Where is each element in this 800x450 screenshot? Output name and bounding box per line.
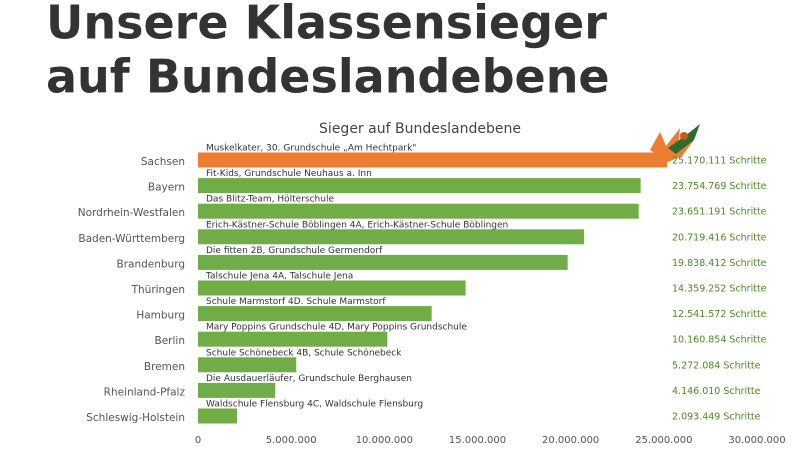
value-label: 25.170.111 Schritte bbox=[672, 156, 767, 167]
value-label: 23.754.769 Schritte bbox=[672, 181, 767, 192]
bar bbox=[198, 203, 639, 219]
category-label: Brandenburg bbox=[116, 258, 185, 270]
value-label: 23.651.191 Schritte bbox=[672, 207, 767, 218]
x-tick-label: 15.000.000 bbox=[449, 435, 506, 446]
category-label: Hamburg bbox=[136, 310, 185, 322]
bar bbox=[198, 229, 585, 245]
x-tick-label: 0 bbox=[195, 435, 201, 446]
value-label: 2.093.449 Schritte bbox=[672, 412, 761, 423]
x-tick-label: 10.000.000 bbox=[356, 435, 413, 446]
category-label: Bayern bbox=[148, 182, 185, 194]
chart-title: Sieger auf Bundeslandebene bbox=[319, 121, 521, 137]
value-label: 5.272.084 Schritte bbox=[672, 360, 761, 371]
category-label: Sachsen bbox=[141, 156, 185, 168]
category-label: Thüringen bbox=[131, 284, 185, 296]
bar bbox=[198, 280, 466, 296]
bar-annotation: Schule Schönebeck 4B, Schule Schönebeck bbox=[206, 348, 402, 358]
bar bbox=[198, 254, 568, 270]
bar bbox=[198, 331, 388, 347]
category-label: Schleswig-Holstein bbox=[86, 412, 185, 424]
bar bbox=[198, 152, 668, 168]
bar-annotation: Waldschule Flensburg 4C, Waldschule Flen… bbox=[206, 400, 423, 410]
x-tick-label: 20.000.000 bbox=[542, 435, 599, 446]
value-label: 12.541.572 Schritte bbox=[672, 309, 767, 320]
category-label: Berlin bbox=[155, 335, 185, 347]
x-tick-label: 30.000.000 bbox=[728, 435, 785, 446]
value-label: 4.146.010 Schritte bbox=[672, 386, 761, 397]
value-label: 19.838.412 Schritte bbox=[672, 258, 767, 269]
category-label: Bremen bbox=[144, 361, 185, 373]
x-tick-label: 5.000.000 bbox=[266, 435, 317, 446]
category-label: Nordrhein-Westfalen bbox=[78, 207, 185, 219]
bar bbox=[198, 357, 297, 373]
bar bbox=[198, 408, 238, 424]
value-label: 10.160.854 Schritte bbox=[672, 335, 767, 346]
category-label: Baden-Württemberg bbox=[78, 233, 185, 245]
bar-annotation: Muskelkater, 30. Grundschule „Am Hechtpa… bbox=[206, 144, 416, 154]
bar bbox=[198, 382, 276, 398]
value-label: 14.359.252 Schritte bbox=[672, 284, 767, 295]
bar-annotation: Fit-Kids, Grundschule Neuhaus a. Inn bbox=[206, 169, 372, 179]
category-label: Rheinland-Pfalz bbox=[104, 386, 186, 398]
bar-annotation: Mary Poppins Grundschule 4D, Mary Poppin… bbox=[206, 323, 467, 333]
page-title: Unsere Klassensieger bbox=[46, 0, 607, 50]
bar-annotation: Die fitten 2B, Grundschule Germendorf bbox=[206, 246, 383, 256]
x-tick-label: 25.000.000 bbox=[635, 435, 692, 446]
value-label: 20.719.416 Schritte bbox=[672, 232, 767, 243]
bar-annotation: Erich-Kästner-Schule Böblingen 4A, Erich… bbox=[206, 220, 508, 230]
bar-annotation: Schule Marmstorf 4D. Schule Marmstorf bbox=[206, 297, 386, 307]
bar bbox=[198, 178, 641, 194]
bar bbox=[198, 306, 432, 322]
bar-annotation: Talschule Jena 4A, Talschule Jena bbox=[205, 272, 353, 282]
bar-annotation: Die Ausdauerläufer, Grundschule Berghaus… bbox=[206, 374, 412, 384]
page-title: auf Bundeslandebene bbox=[46, 50, 610, 104]
bar-annotation: Das Blitz-Team, Hölterschule bbox=[206, 195, 334, 205]
